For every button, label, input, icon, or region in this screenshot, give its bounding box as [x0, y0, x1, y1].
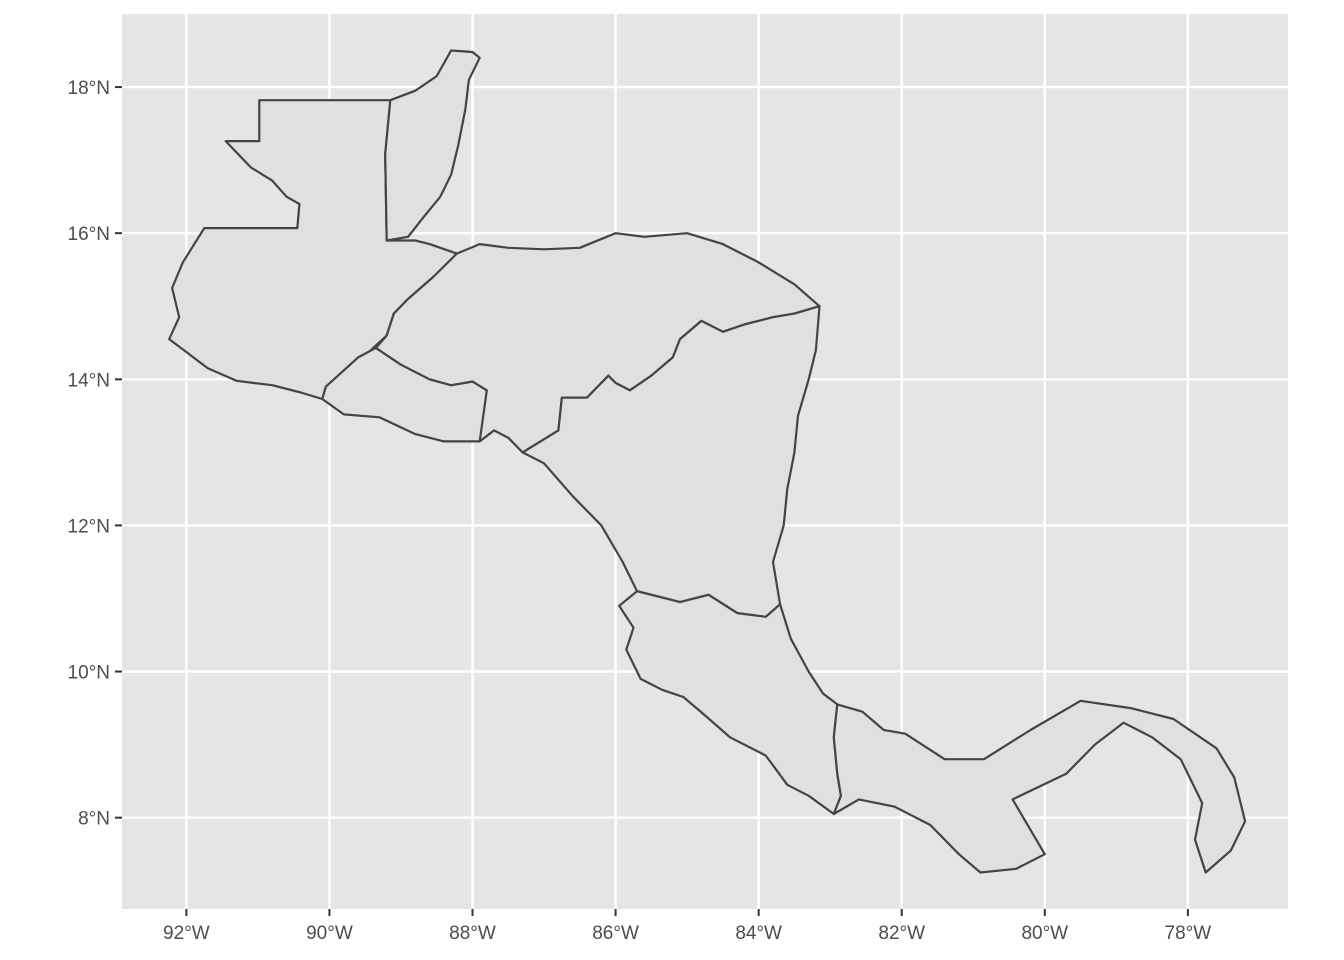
country-panama: [832, 699, 1247, 874]
y-tick-label: 12°N: [68, 516, 110, 537]
x-tick-label: 88°W: [449, 923, 496, 944]
y-tick-label: 16°N: [68, 224, 110, 245]
x-axis: 92°W 90°W 88°W 86°W 84°W 82°W 80°W 78°W: [163, 909, 1211, 944]
x-tick-label: 86°W: [592, 923, 639, 944]
x-tick-label: 82°W: [878, 923, 925, 944]
y-tick-label: 14°N: [68, 370, 110, 391]
x-tick-label: 78°W: [1165, 923, 1212, 944]
x-tick-label: 84°W: [735, 923, 782, 944]
x-tick-label: 80°W: [1021, 923, 1068, 944]
country-outlines: [168, 49, 1247, 874]
country-belize: [384, 49, 481, 242]
y-tick-label: 18°N: [68, 78, 110, 99]
y-tick-label: 10°N: [68, 663, 110, 684]
y-axis: 18°N 16°N 14°N 12°N 10°N 8°N: [68, 78, 122, 830]
y-tick-label: 8°N: [78, 809, 110, 830]
x-tick-label: 92°W: [163, 923, 210, 944]
x-tick-label: 90°W: [306, 923, 353, 944]
